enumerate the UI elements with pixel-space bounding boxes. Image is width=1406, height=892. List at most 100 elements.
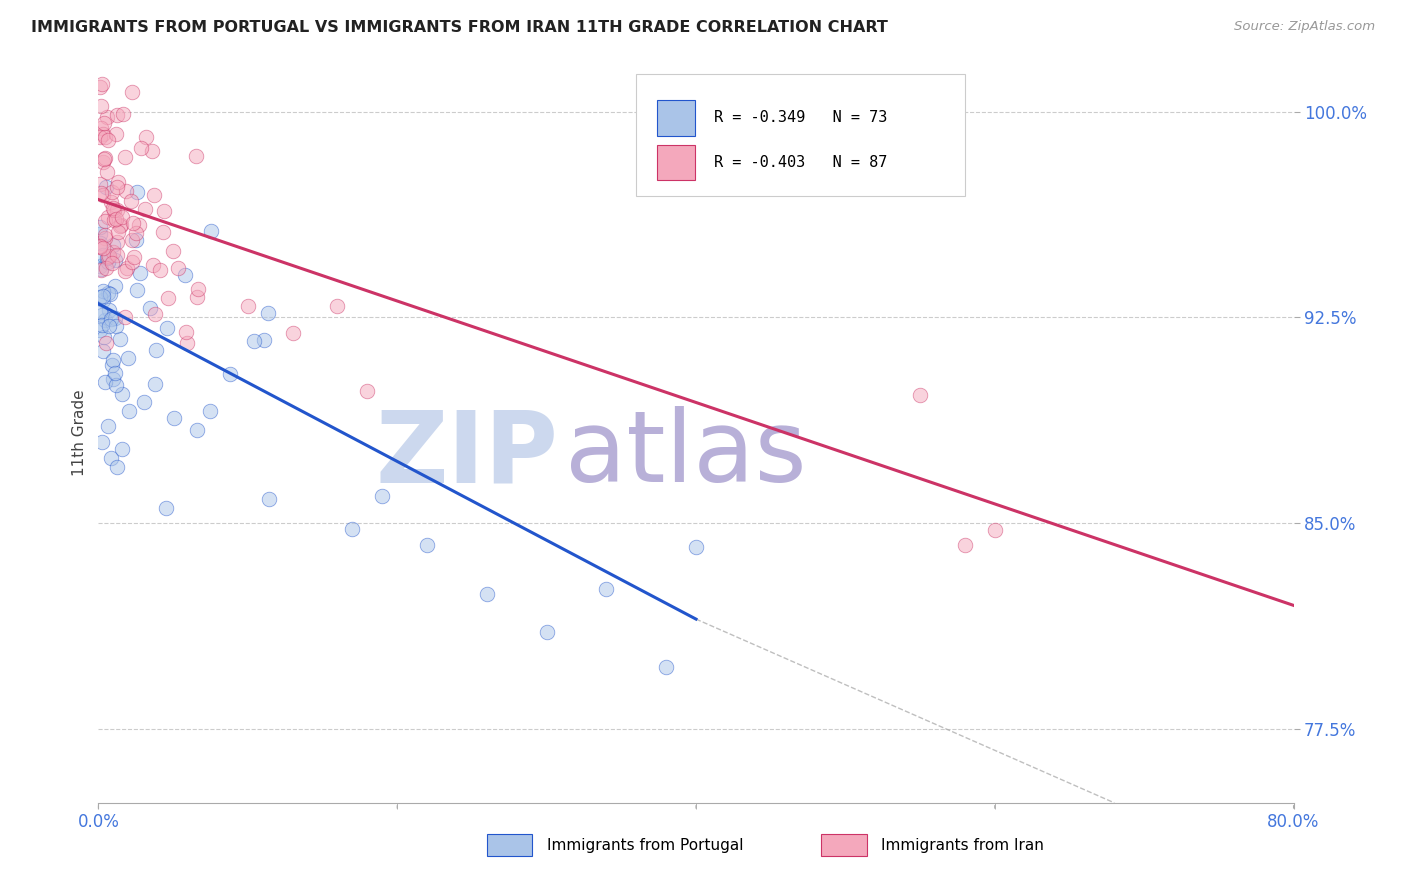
Text: Immigrants from Iran: Immigrants from Iran xyxy=(882,838,1045,853)
Point xyxy=(122,250,145,264)
Point xyxy=(186,423,208,437)
Point xyxy=(111,107,134,121)
Point xyxy=(143,187,166,202)
Point xyxy=(91,78,114,92)
Point xyxy=(111,210,134,224)
Point xyxy=(125,226,148,240)
Bar xyxy=(821,834,868,856)
Point xyxy=(91,127,114,141)
Point xyxy=(908,387,931,401)
Point xyxy=(89,290,111,304)
Point xyxy=(356,384,378,398)
Point xyxy=(101,372,124,386)
Point xyxy=(89,235,111,250)
Point xyxy=(105,318,128,333)
Point xyxy=(97,255,120,269)
Point xyxy=(105,235,128,249)
Point xyxy=(121,233,143,247)
Text: R = -0.403   N = 87: R = -0.403 N = 87 xyxy=(714,155,887,169)
Point xyxy=(103,201,125,215)
Point xyxy=(105,248,128,262)
Point xyxy=(134,202,156,216)
Point xyxy=(162,244,184,259)
Bar xyxy=(657,100,695,136)
Point xyxy=(129,141,152,155)
Point xyxy=(129,266,152,280)
Point xyxy=(91,289,114,303)
Point xyxy=(186,290,208,304)
Point xyxy=(89,239,111,253)
Point xyxy=(107,108,129,122)
Point xyxy=(104,211,127,226)
Point xyxy=(93,330,115,344)
Point xyxy=(416,538,439,552)
Point xyxy=(96,210,118,224)
Point xyxy=(114,150,136,164)
Point xyxy=(143,307,166,321)
Point xyxy=(187,282,209,296)
Point xyxy=(118,403,141,417)
Point xyxy=(163,411,186,425)
Point xyxy=(139,301,162,315)
Point xyxy=(115,261,138,276)
Point xyxy=(101,255,124,269)
Y-axis label: 11th Grade: 11th Grade xyxy=(72,389,87,476)
Point xyxy=(173,268,195,283)
Point xyxy=(91,309,114,323)
Point xyxy=(176,336,198,351)
Point xyxy=(93,115,115,129)
Point xyxy=(98,286,121,301)
Point xyxy=(93,228,115,243)
Point xyxy=(94,151,117,165)
Point xyxy=(371,489,394,503)
Point xyxy=(141,145,163,159)
Point xyxy=(90,262,112,277)
Point xyxy=(96,260,118,275)
Point xyxy=(97,250,120,264)
Point xyxy=(132,394,155,409)
Text: Source: ZipAtlas.com: Source: ZipAtlas.com xyxy=(1234,20,1375,33)
Point xyxy=(219,367,242,381)
Point xyxy=(326,299,349,313)
Point xyxy=(104,310,127,325)
Point xyxy=(98,319,121,334)
Point xyxy=(152,225,174,239)
Point xyxy=(655,660,678,674)
Point xyxy=(157,291,180,305)
Point xyxy=(105,180,128,194)
Point xyxy=(143,377,166,392)
Point xyxy=(953,538,976,552)
Point xyxy=(127,185,149,199)
Point xyxy=(105,459,128,474)
Point xyxy=(94,336,117,351)
Point xyxy=(93,231,115,245)
Point xyxy=(256,306,278,320)
Point xyxy=(110,442,132,456)
Point xyxy=(97,133,120,147)
Point xyxy=(103,238,125,252)
Point xyxy=(114,184,136,198)
Point xyxy=(90,434,112,449)
Point xyxy=(96,165,118,179)
Bar xyxy=(657,145,695,180)
Point xyxy=(149,263,172,277)
Point xyxy=(89,219,111,234)
Point xyxy=(91,154,114,169)
Point xyxy=(91,344,114,359)
Point xyxy=(253,333,276,347)
Point xyxy=(98,249,121,263)
Point xyxy=(100,450,122,465)
Point xyxy=(105,203,128,218)
Point xyxy=(89,259,111,273)
Point xyxy=(107,225,129,239)
Point xyxy=(155,501,177,516)
Point xyxy=(90,99,112,113)
Text: IMMIGRANTS FROM PORTUGAL VS IMMIGRANTS FROM IRAN 11TH GRADE CORRELATION CHART: IMMIGRANTS FROM PORTUGAL VS IMMIGRANTS F… xyxy=(31,20,887,35)
Point xyxy=(97,418,120,433)
Point xyxy=(142,258,165,272)
Point xyxy=(93,152,115,166)
Point xyxy=(89,304,111,318)
Point xyxy=(98,303,121,318)
Point xyxy=(103,213,125,227)
Point xyxy=(100,312,122,326)
